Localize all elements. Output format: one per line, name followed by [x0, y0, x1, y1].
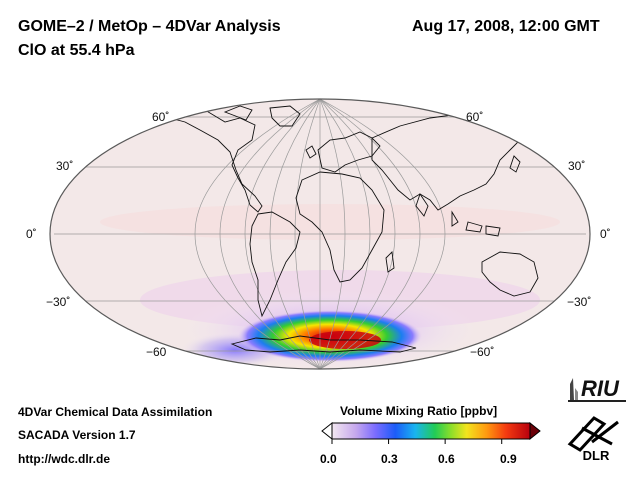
riu-logo-text: RIU — [581, 376, 620, 401]
dlr-logo: DLR — [567, 416, 619, 463]
colorbar-tick-label: 0.9 — [500, 452, 517, 466]
lat-label-n30-left: 30˚ — [56, 159, 74, 173]
riu-logo: RIU — [568, 376, 626, 402]
lat-label-eq-right: 0˚ — [600, 227, 611, 241]
colorbar-tick-label: 0.0 — [320, 452, 337, 466]
map-outline — [49, 98, 591, 370]
footer-line-2: SACADA Version 1.7 — [18, 428, 136, 442]
colorbar-tick-label: 0.6 — [438, 452, 455, 466]
colorbar-title: Volume Mixing Ratio [ppbv] — [340, 404, 498, 418]
colorbar-min-arrow — [321, 421, 333, 441]
lat-label-s60-right: −60˚ — [470, 345, 495, 359]
colorbar-tick-label: 0.3 — [381, 452, 398, 466]
map-subtitle: ClO at 55.4 hPa — [18, 42, 135, 59]
colorbar-max-arrow — [529, 421, 541, 441]
colorbar-ramp — [331, 422, 531, 440]
footer-line-1: 4DVar Chemical Data Assimilation — [18, 405, 213, 419]
lat-label-s30-right: −30˚ — [567, 295, 592, 309]
map-title: GOME–2 / MetOp – 4DVar Analysis — [18, 18, 281, 35]
footer-url[interactable]: http://wdc.dlr.de — [18, 452, 110, 466]
lat-label-n30-right: 30˚ — [568, 159, 586, 173]
lat-label-eq-left: 0˚ — [26, 227, 37, 241]
lat-label-s60-left: −60 — [146, 345, 167, 359]
dlr-logo-text: DLR — [583, 448, 610, 463]
lat-label-n60-right: 60˚ — [466, 110, 484, 124]
datetime-label: Aug 17, 2008, 12:00 GMT — [412, 18, 600, 35]
lat-label-s30-left: −30˚ — [46, 295, 71, 309]
lat-label-n60-left: 60˚ — [152, 110, 170, 124]
